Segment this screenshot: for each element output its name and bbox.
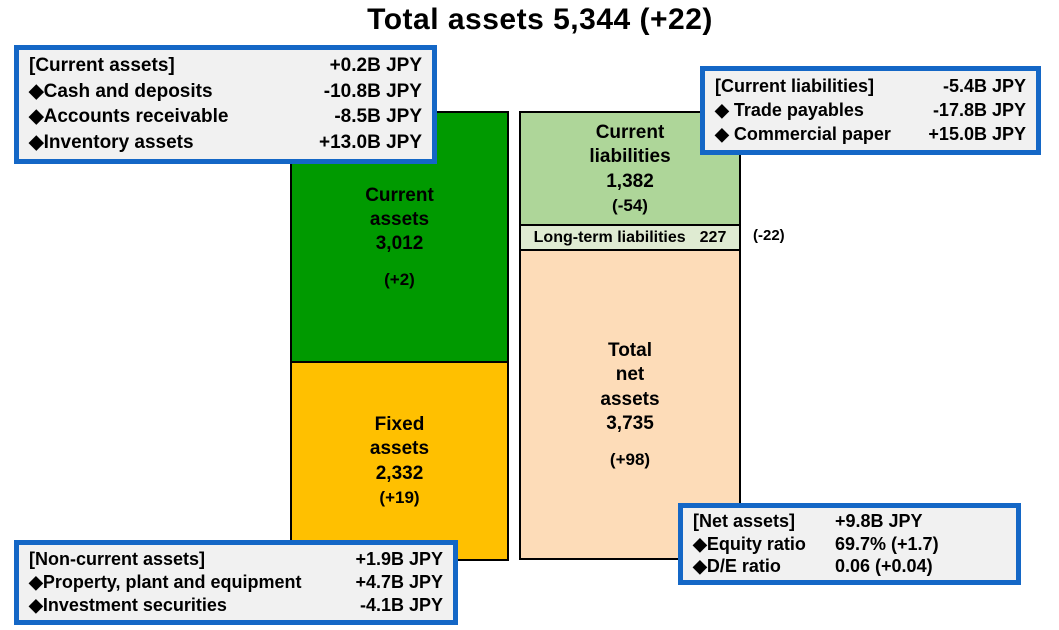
- callout-row-value: -5.4B JPY: [942, 76, 1026, 96]
- segment-fixed-assets-value: 2,332: [375, 462, 424, 484]
- segment-current-liabilities-label: Current liabilities: [589, 122, 671, 168]
- callout-row-value: -8.5B JPY: [334, 106, 422, 128]
- callout-row-value: 0.06 (+0.04): [835, 555, 933, 576]
- callout-row-value: +13.0B JPY: [319, 132, 422, 154]
- segment-fixed-assets-change: (+19): [379, 487, 420, 507]
- segment-fixed-assets-label: Fixed assets: [369, 414, 430, 460]
- callout-row-label: ◆Property, plant and equipment: [29, 572, 302, 592]
- callout-net-assets: [Net assets] +9.8B JPY ◆Equity ratio 69.…: [678, 503, 1021, 585]
- callout-row: ◆Inventory assets +13.0B JPY: [29, 131, 422, 154]
- segment-current-assets-label: Current assets: [365, 184, 434, 230]
- segment-long-term-liabilities-label: Long-term liabilities: [533, 228, 686, 246]
- callout-row: ◆D/E ratio 0.06 (+0.04): [693, 556, 1006, 577]
- callout-row-value: 69.7% (+1.7): [835, 533, 939, 554]
- callout-current-liabilities: [Current liabilities] -5.4B JPY ◆ Trade …: [700, 66, 1041, 155]
- callout-current-assets: [Current assets] +0.2B JPY ◆Cash and dep…: [14, 45, 437, 164]
- callout-row-value: +1.9B JPY: [355, 549, 443, 569]
- segment-current-liabilities-change: (-54): [612, 195, 648, 215]
- segment-net-assets-change: (+98): [609, 450, 651, 470]
- callout-row-value: -4.1B JPY: [359, 595, 443, 615]
- callout-row: ◆Cash and deposits -10.8B JPY: [29, 80, 422, 103]
- callout-row: [Current liabilities] -5.4B JPY: [715, 76, 1026, 97]
- callout-row-label: ◆ Commercial paper: [715, 124, 891, 144]
- segment-net-assets-value: 3,735: [606, 412, 654, 434]
- callout-row: ◆Equity ratio 69.7% (+1.7): [693, 534, 1006, 555]
- callout-row-value: +9.8B JPY: [835, 511, 923, 532]
- callout-row-label: [Current assets]: [29, 54, 175, 76]
- callout-row: ◆Property, plant and equipment +4.7B JPY: [29, 572, 443, 593]
- callout-row: ◆ Trade payables -17.8B JPY: [715, 100, 1026, 121]
- callout-row-label: [Non-current assets]: [29, 549, 206, 569]
- callout-row-label: ◆Investment securities: [29, 595, 227, 615]
- segment-fixed-assets: Fixed assets 2,332 (+19): [290, 360, 509, 561]
- callout-row: [Current assets] +0.2B JPY: [29, 55, 422, 77]
- callout-row: ◆ Commercial paper +15.0B JPY: [715, 124, 1026, 145]
- callout-row: ◆Investment securities -4.1B JPY: [29, 595, 443, 616]
- chart-title: Total assets 5,344 (+22): [367, 3, 713, 36]
- callout-row-label: [Net assets]: [693, 511, 796, 532]
- callout-row-label: ◆D/E ratio: [693, 555, 781, 576]
- callout-row: ◆Accounts receivable -8.5B JPY: [29, 105, 422, 128]
- callout-row-label: ◆Inventory assets: [29, 132, 194, 154]
- callout-row-value: +0.2B JPY: [329, 54, 422, 76]
- callout-row-value: -17.8B JPY: [932, 100, 1026, 120]
- callout-row-label: ◆ Trade payables: [715, 100, 864, 120]
- callout-row-label: ◆Equity ratio: [693, 533, 806, 554]
- callout-row-value: +15.0B JPY: [928, 124, 1026, 144]
- segment-current-liabilities-value: 1,382: [606, 170, 654, 192]
- callout-row: [Non-current assets] +1.9B JPY: [29, 549, 443, 570]
- callout-row-label: [Current liabilities]: [715, 76, 875, 96]
- segment-long-term-liabilities-value: 227: [699, 228, 727, 246]
- segment-net-assets-label: Total net assets: [600, 339, 660, 410]
- segment-current-assets-change: (+2): [384, 270, 415, 290]
- segment-long-term-liabilities: Long-term liabilities 227: [519, 223, 741, 252]
- callout-row: [Net assets] +9.8B JPY: [693, 511, 1006, 532]
- segment-current-assets-value: 3,012: [375, 233, 424, 255]
- callout-row-label: ◆Cash and deposits: [29, 80, 213, 102]
- segment-long-term-liabilities-change: (-22): [753, 227, 785, 244]
- callout-row-value: +4.7B JPY: [355, 572, 443, 592]
- callout-non-current-assets: [Non-current assets] +1.9B JPY ◆Property…: [14, 540, 458, 625]
- callout-row-label: ◆Accounts receivable: [29, 106, 229, 128]
- callout-row-value: -10.8B JPY: [323, 80, 422, 102]
